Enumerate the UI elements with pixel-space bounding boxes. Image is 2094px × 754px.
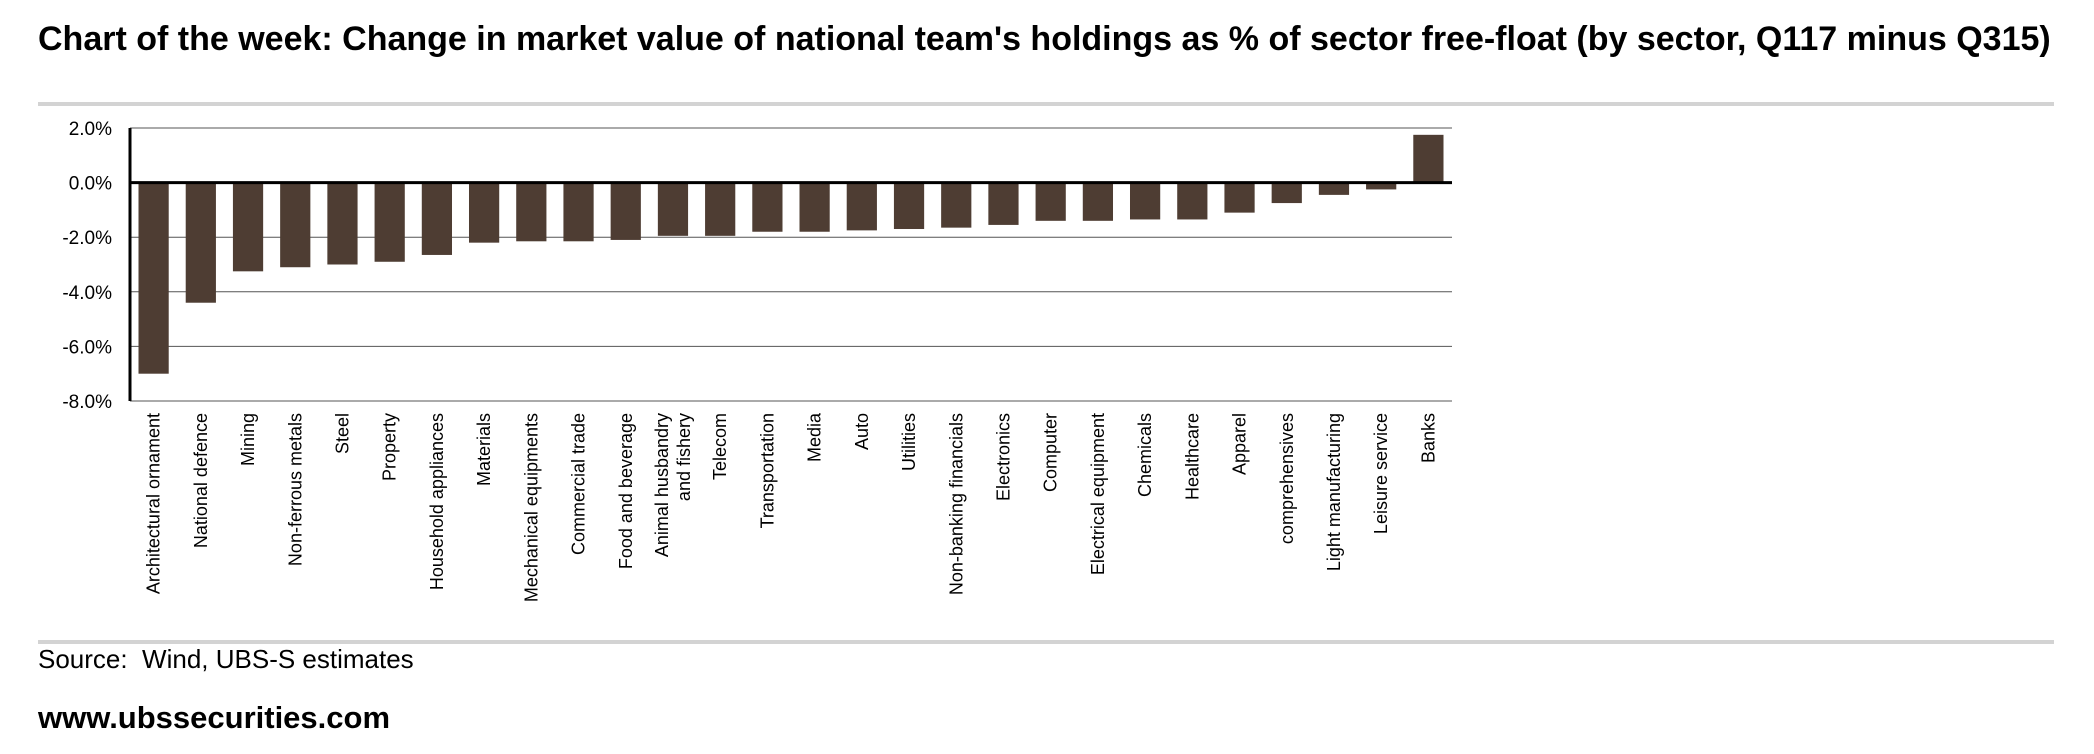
x-tick-label: comprehensives: [1277, 413, 1297, 544]
bar: [799, 182, 830, 232]
bar: [1366, 182, 1397, 190]
x-tick-label: Healthcare: [1182, 413, 1202, 500]
bar: [1318, 182, 1350, 195]
bar: [1082, 182, 1114, 221]
x-tick-label: National defence: [191, 413, 211, 548]
x-tick-labels: Architectural ornament National defence Mi…: [144, 412, 1439, 602]
x-tick-label: Leisure service: [1371, 413, 1391, 534]
title-divider: [38, 102, 2054, 106]
y-tick-label: -4.0%: [62, 283, 112, 304]
bar: [563, 182, 594, 242]
bar: [468, 182, 500, 243]
bar-chart: 2.0% 0.0% -2.0% -4.0% -6.0% -8.0% Architectur…: [62, 119, 1452, 602]
bar: [138, 182, 169, 374]
x-tick-label: Non-ferrous metals: [285, 413, 305, 566]
x-tick-label: Media: [805, 412, 825, 462]
x-tick-label: Banks: [1418, 413, 1438, 463]
x-tick-label: Animal husbandry and fishery: [652, 413, 694, 557]
x-tick-label: Architectural ornament: [144, 413, 164, 594]
x-tick-label: Non-banking financials: [946, 413, 966, 595]
x-tick-label: Transportation: [757, 413, 777, 528]
bar: [705, 182, 736, 236]
bar: [846, 182, 877, 231]
website-link[interactable]: www.ubssecurities.com: [38, 700, 391, 735]
bar: [232, 182, 264, 272]
bar: [752, 182, 783, 232]
source-note: Source: Wind, UBS-S estimates: [38, 644, 414, 674]
bar: [516, 182, 547, 242]
bar: [374, 182, 405, 262]
x-tick-label: Commercial trade: [569, 413, 589, 555]
bar: [941, 182, 972, 228]
x-tick-label: Apparel: [1230, 413, 1250, 475]
x-tick-label: Telecom: [710, 413, 730, 480]
y-tick-label: -6.0%: [62, 337, 112, 358]
x-tick-label: Auto: [852, 413, 872, 450]
chart-title: Chart of the week: Change in market valu…: [38, 20, 2051, 58]
y-tick-label: 0.0%: [69, 174, 112, 195]
y-tick-label: 2.0%: [69, 119, 112, 140]
bars: [138, 134, 1444, 374]
x-tick-label: Electronics: [993, 413, 1013, 501]
bar: [185, 182, 216, 303]
x-tick-label: Light manufacturing: [1324, 413, 1344, 571]
x-tick-label: Steel: [332, 413, 352, 454]
x-tick-label: Electrical equipment: [1088, 413, 1108, 575]
bar: [280, 182, 311, 268]
y-tick-label: -2.0%: [62, 228, 112, 249]
bar: [1035, 182, 1066, 221]
footer-divider: [38, 640, 2054, 644]
bar: [893, 182, 925, 230]
bar: [988, 182, 1019, 225]
bar: [1129, 182, 1161, 220]
bar: [1177, 182, 1208, 220]
x-tick-label: Property: [380, 413, 400, 481]
x-tick-label: Food and beverage: [616, 413, 636, 569]
x-tick-label: Household appliances: [427, 413, 447, 590]
axes: [128, 128, 1452, 401]
bar: [327, 182, 358, 265]
bar: [657, 182, 689, 236]
y-tick-label: -8.0%: [62, 392, 112, 413]
bar: [1413, 134, 1444, 183]
bar: [421, 182, 453, 255]
x-tick-label: Computer: [1041, 413, 1061, 492]
x-tick-label: Mechanical equipments: [521, 413, 541, 602]
x-tick-label: Utilities: [899, 413, 919, 471]
x-tick-label: Mining: [238, 413, 258, 466]
bar: [610, 182, 641, 240]
y-tick-labels: 2.0% 0.0% -2.0% -4.0% -6.0% -8.0%: [62, 119, 112, 413]
x-tick-label: Chemicals: [1135, 413, 1155, 497]
bar: [1224, 182, 1255, 213]
x-tick-label: Materials: [474, 413, 494, 486]
bar: [1271, 182, 1302, 204]
